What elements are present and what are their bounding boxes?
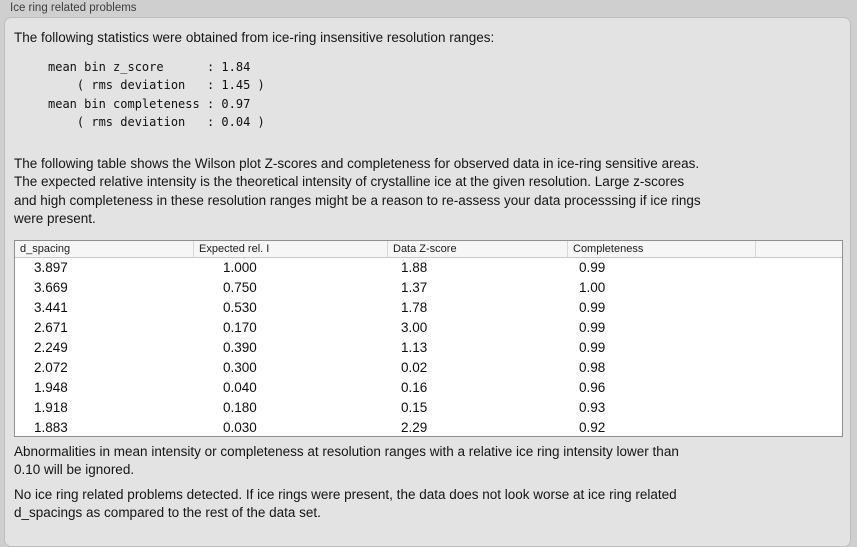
table-cell-empty bbox=[755, 278, 842, 298]
table-cell-completeness: 0.93 bbox=[579, 400, 606, 415]
table-row[interactable]: 2.249 0.390 1.13 0.99 bbox=[15, 338, 842, 358]
table-cell-completeness: 0.99 bbox=[579, 340, 606, 355]
table-row[interactable]: 1.883 0.030 2.29 0.92 bbox=[15, 418, 842, 438]
conclusion-note: No ice ring related problems detected. I… bbox=[14, 487, 677, 521]
table-cell-empty bbox=[755, 338, 842, 358]
ice-ring-table: d_spacing Expected rel. I Data Z-score C… bbox=[14, 240, 843, 437]
table-cell-d-spacing: 1.918 bbox=[34, 400, 68, 415]
table-cell-completeness: 0.96 bbox=[579, 380, 606, 395]
table-header-row: d_spacing Expected rel. I Data Z-score C… bbox=[15, 241, 842, 258]
table-cell-d-spacing: 1.883 bbox=[34, 420, 68, 435]
table-cell-data-z-score: 1.13 bbox=[401, 340, 428, 355]
stats-summary: mean bin z_score : 1.84 ( rms deviation … bbox=[48, 60, 265, 129]
table-cell-data-z-score: 1.37 bbox=[401, 280, 428, 295]
table-cell-completeness: 0.99 bbox=[579, 260, 606, 275]
table-cell-empty bbox=[755, 398, 842, 418]
table-cell-data-z-score: 1.78 bbox=[401, 300, 428, 315]
table-row[interactable]: 1.918 0.180 0.15 0.93 bbox=[15, 398, 842, 418]
table-cell-data-z-score: 3.00 bbox=[401, 320, 428, 335]
table-cell-expected-rel-i: 0.300 bbox=[223, 360, 257, 375]
table-cell-d-spacing: 2.249 bbox=[34, 340, 68, 355]
table-row[interactable]: 3.897 1.000 1.88 0.99 bbox=[15, 258, 842, 278]
table-cell-data-z-score: 2.29 bbox=[401, 420, 428, 435]
panel-title: Ice ring related problems bbox=[10, 2, 137, 14]
ignore-note: Abnormalities in mean intensity or compl… bbox=[14, 444, 679, 478]
table-cell-d-spacing: 2.671 bbox=[34, 320, 68, 335]
table-cell-d-spacing: 3.441 bbox=[34, 300, 68, 315]
table-cell-expected-rel-i: 0.040 bbox=[223, 380, 257, 395]
table-cell-completeness: 0.92 bbox=[579, 420, 606, 435]
table-cell-empty bbox=[755, 378, 842, 398]
column-header-completeness[interactable]: Completeness bbox=[567, 241, 755, 257]
table-cell-d-spacing: 3.897 bbox=[34, 260, 68, 275]
table-cell-expected-rel-i: 0.170 bbox=[223, 320, 257, 335]
table-cell-empty bbox=[755, 318, 842, 338]
table-cell-expected-rel-i: 0.390 bbox=[223, 340, 257, 355]
table-cell-empty bbox=[755, 298, 842, 318]
table-cell-completeness: 0.99 bbox=[579, 300, 606, 315]
table-cell-completeness: 0.98 bbox=[579, 360, 606, 375]
table-row[interactable]: 2.072 0.300 0.02 0.98 bbox=[15, 358, 842, 378]
table-cell-empty bbox=[755, 258, 842, 278]
column-header-expected-rel-i[interactable]: Expected rel. I bbox=[193, 241, 387, 257]
table-cell-expected-rel-i: 0.180 bbox=[223, 400, 257, 415]
table-row[interactable]: 3.441 0.530 1.78 0.99 bbox=[15, 298, 842, 318]
table-row[interactable]: 3.669 0.750 1.37 1.00 bbox=[15, 278, 842, 298]
table-cell-data-z-score: 0.16 bbox=[401, 380, 428, 395]
table-cell-d-spacing: 3.669 bbox=[34, 280, 68, 295]
table-cell-data-z-score: 0.15 bbox=[401, 400, 428, 415]
table-cell-data-z-score: 0.02 bbox=[401, 360, 428, 375]
column-header-empty bbox=[755, 241, 842, 257]
table-row[interactable]: 2.671 0.170 3.00 0.99 bbox=[15, 318, 842, 338]
intro-text: The following statistics were obtained f… bbox=[14, 30, 495, 45]
table-cell-empty bbox=[755, 358, 842, 378]
table-cell-completeness: 0.99 bbox=[579, 320, 606, 335]
table-description: The following table shows the Wilson plo… bbox=[14, 156, 701, 227]
table-cell-expected-rel-i: 0.030 bbox=[223, 420, 257, 435]
column-header-data-z-score[interactable]: Data Z-score bbox=[387, 241, 567, 257]
table-cell-empty bbox=[755, 418, 842, 438]
table-cell-expected-rel-i: 0.530 bbox=[223, 300, 257, 315]
table-cell-d-spacing: 2.072 bbox=[34, 360, 68, 375]
table-cell-expected-rel-i: 1.000 bbox=[223, 260, 257, 275]
table-cell-expected-rel-i: 0.750 bbox=[223, 280, 257, 295]
table-cell-data-z-score: 1.88 bbox=[401, 260, 428, 275]
table-cell-completeness: 1.00 bbox=[579, 280, 606, 295]
column-header-d-spacing[interactable]: d_spacing bbox=[20, 243, 71, 255]
table-row[interactable]: 1.948 0.040 0.16 0.96 bbox=[15, 378, 842, 398]
table-cell-d-spacing: 1.948 bbox=[34, 380, 68, 395]
